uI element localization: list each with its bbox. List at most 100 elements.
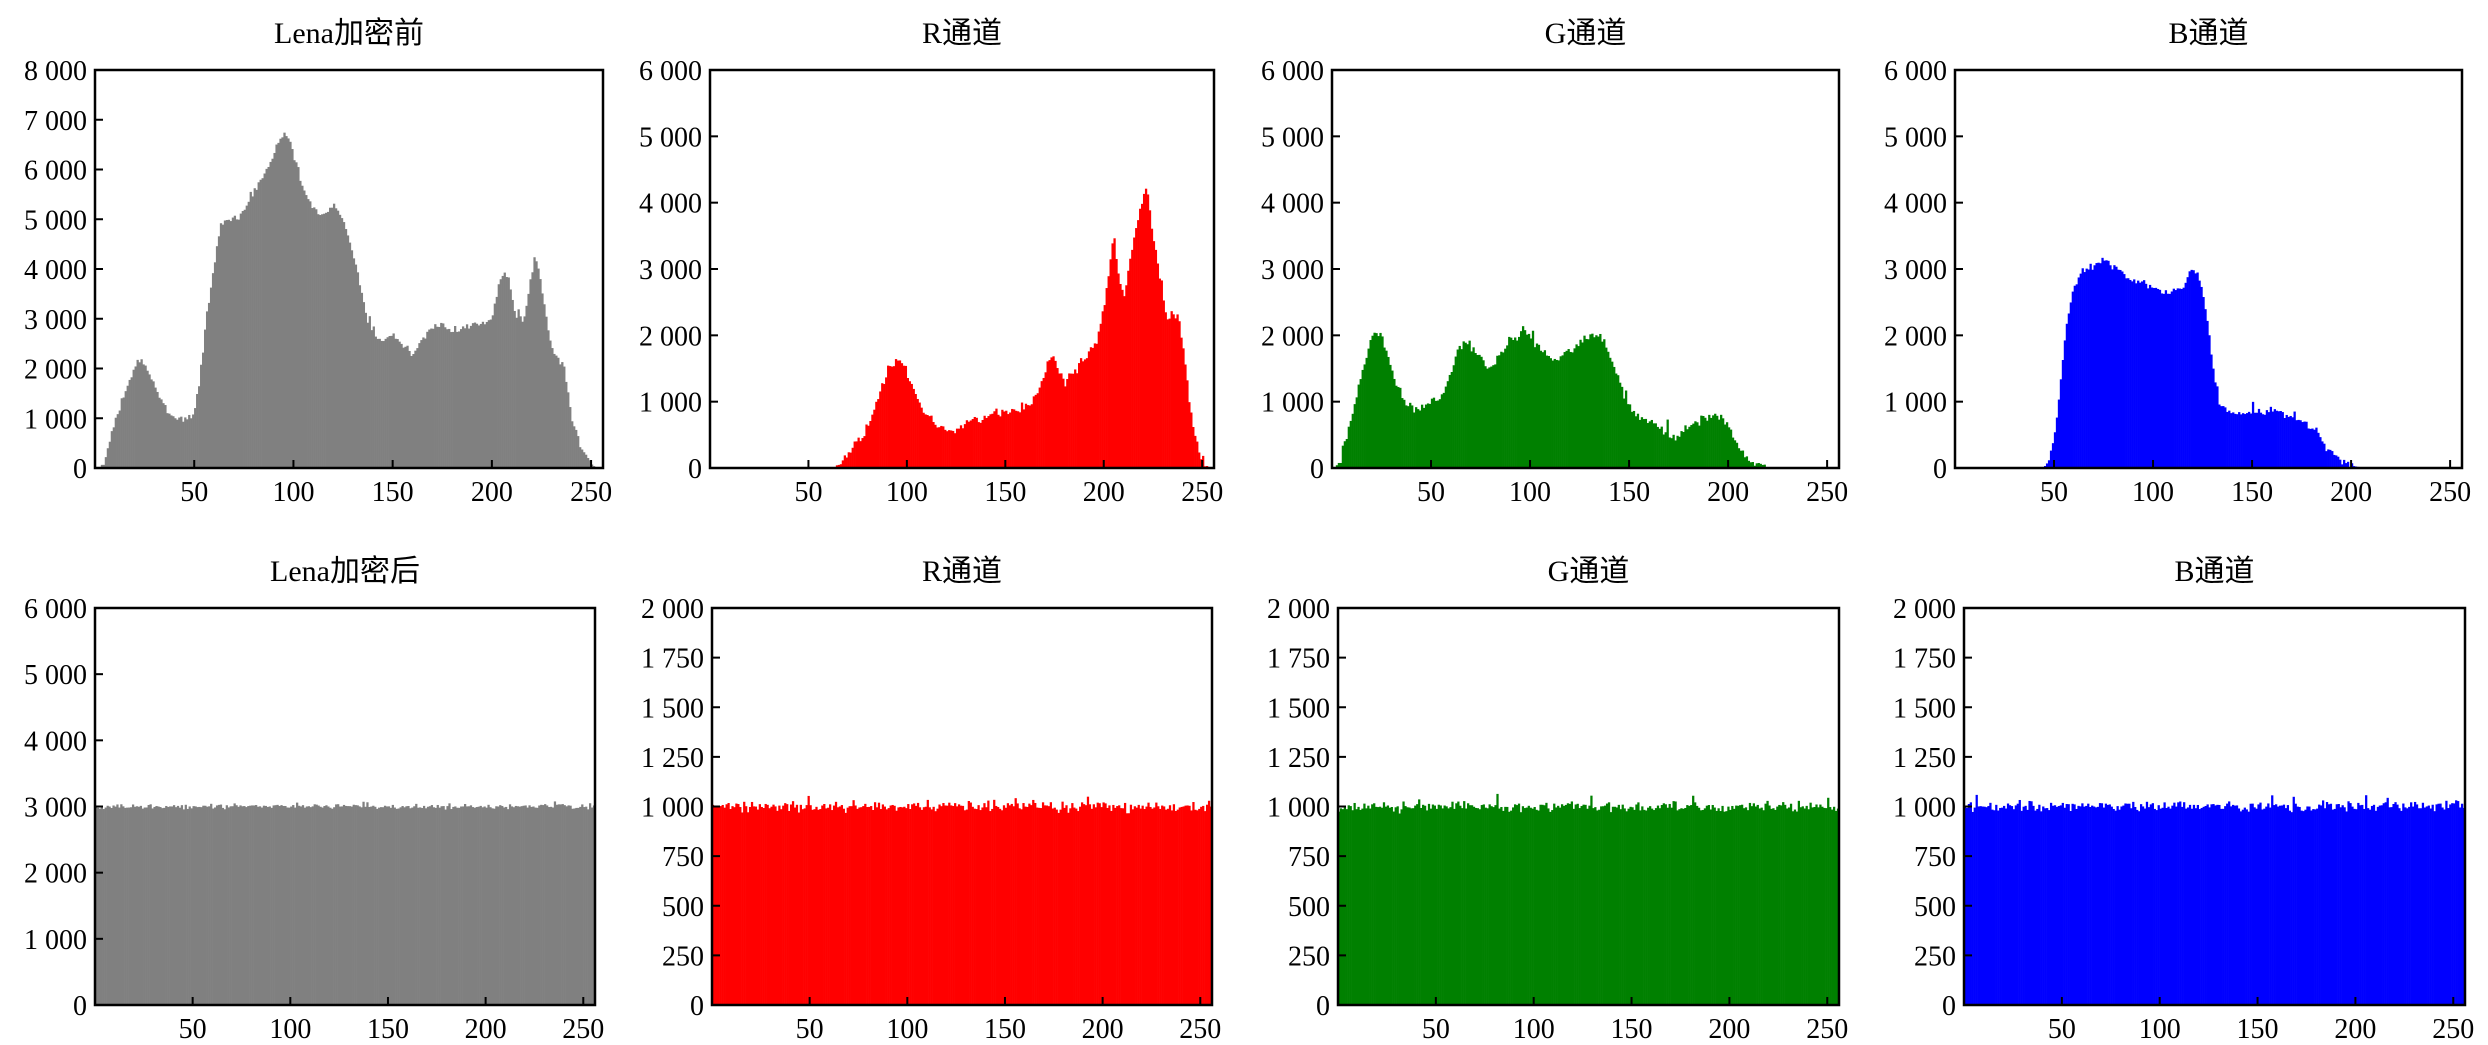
histogram-bar: [2304, 809, 2307, 1005]
histogram-bar: [1404, 806, 1407, 1005]
histogram-bar: [283, 132, 286, 468]
y-tick-label: 750: [1288, 842, 1330, 873]
histogram-bar: [2337, 804, 2340, 1005]
histogram-bar: [1488, 804, 1491, 1005]
histogram-bar: [1658, 808, 1662, 1005]
histogram-bar: [1541, 352, 1545, 468]
histogram-bar: [875, 401, 878, 468]
histogram-bar: [2343, 459, 2346, 468]
histogram-bar: [1718, 419, 1721, 468]
histogram-bar: [1398, 813, 1401, 1005]
histogram-bar: [1147, 802, 1150, 1005]
histogram-bar: [902, 365, 906, 468]
histogram-bar: [2380, 805, 2383, 1005]
histogram-bar: [1751, 462, 1754, 468]
histogram-bar: [1407, 406, 1410, 468]
histogram-bar: [1093, 343, 1097, 468]
panel-title: G通道: [1545, 17, 1627, 50]
histogram-bar: [957, 804, 961, 1005]
histogram-bar: [1428, 403, 1432, 468]
histogram-bar: [382, 341, 385, 468]
histogram-bar: [854, 805, 857, 1005]
histogram-bar: [577, 807, 580, 1005]
histogram-bar: [2323, 443, 2326, 468]
histogram-bar: [2008, 805, 2012, 1005]
histogram-bar: [928, 416, 931, 468]
histogram-bar: [2355, 809, 2358, 1005]
histogram-bar: [483, 806, 486, 1005]
histogram-bar: [2353, 808, 2356, 1005]
histogram-bar: [383, 805, 387, 1005]
histogram-bar: [186, 808, 189, 1005]
histogram-bar: [323, 213, 326, 468]
histogram-bar: [932, 422, 935, 468]
x-tick-label: 100: [1513, 1014, 1555, 1045]
histogram-bar: [225, 220, 229, 468]
histogram-bar: [2188, 271, 2191, 468]
histogram-bar: [2179, 801, 2182, 1005]
histogram-bar: [889, 366, 892, 468]
histogram-bar: [1713, 807, 1716, 1005]
histogram-bar: [938, 427, 941, 468]
histogram-bar: [2279, 411, 2282, 468]
histogram-bar: [2271, 795, 2274, 1005]
histogram-bar: [2103, 260, 2106, 468]
y-tick-label: 0: [690, 991, 704, 1022]
histogram-bar: [1727, 806, 1730, 1005]
histogram-bar: [2042, 806, 2045, 1005]
histogram-bar: [2396, 804, 2399, 1005]
histogram-bar: [526, 807, 529, 1005]
histogram-bar: [2282, 804, 2286, 1005]
panel-title: Lena加密后: [270, 555, 420, 588]
histogram-bar: [836, 807, 840, 1005]
histogram-bar: [2339, 459, 2342, 468]
histogram-bar: [186, 419, 189, 468]
histogram-bar: [903, 806, 906, 1005]
histogram-bar: [1462, 341, 1465, 468]
histogram-bar: [2351, 806, 2354, 1005]
histogram-bar: [282, 805, 285, 1005]
histogram-bar: [2296, 806, 2299, 1005]
histogram-bar: [2151, 803, 2154, 1005]
y-tick-label: 4 000: [1261, 189, 1324, 220]
histogram-bar: [1150, 228, 1154, 468]
histogram-bar: [567, 392, 570, 468]
histogram-bar: [1993, 810, 1996, 1005]
histogram-bar: [2275, 410, 2278, 468]
x-tick-label: 50: [1417, 477, 1445, 508]
histogram-bar: [1196, 810, 1199, 1005]
histogram-bar: [245, 807, 248, 1005]
histogram-bar: [587, 809, 590, 1005]
histogram-bar: [2162, 293, 2166, 468]
histogram-bar: [1694, 421, 1697, 468]
histogram-bar: [161, 808, 164, 1005]
histogram-bar: [1831, 809, 1834, 1005]
histogram-bar: [1506, 806, 1509, 1005]
histogram-bar: [279, 138, 282, 468]
histogram-bar: [1152, 241, 1156, 468]
histogram-bar: [256, 806, 260, 1005]
histogram-bar: [2226, 411, 2229, 468]
histogram-bar: [969, 420, 972, 468]
y-tick-label: 2 000: [1261, 321, 1324, 352]
histogram-bar: [1441, 808, 1444, 1005]
histogram-bar: [178, 417, 181, 468]
histogram-bar: [1729, 809, 1732, 1005]
histogram-bar: [1615, 807, 1619, 1005]
histogram-bar: [268, 806, 271, 1005]
histogram-bar: [1004, 807, 1008, 1005]
histogram-bar: [2200, 807, 2203, 1005]
histogram-bar: [1085, 358, 1089, 468]
y-tick-label: 1 000: [1261, 388, 1324, 419]
histogram-bar: [475, 807, 478, 1005]
histogram-bar: [518, 806, 521, 1005]
histogram-bar: [1510, 337, 1513, 468]
histogram-bar: [1650, 419, 1653, 468]
histogram-bar: [823, 804, 826, 1005]
histogram-bar: [2257, 408, 2261, 468]
histogram-bar: [1478, 809, 1482, 1005]
histogram-bar: [487, 320, 491, 468]
histogram-bar: [2315, 427, 2318, 468]
